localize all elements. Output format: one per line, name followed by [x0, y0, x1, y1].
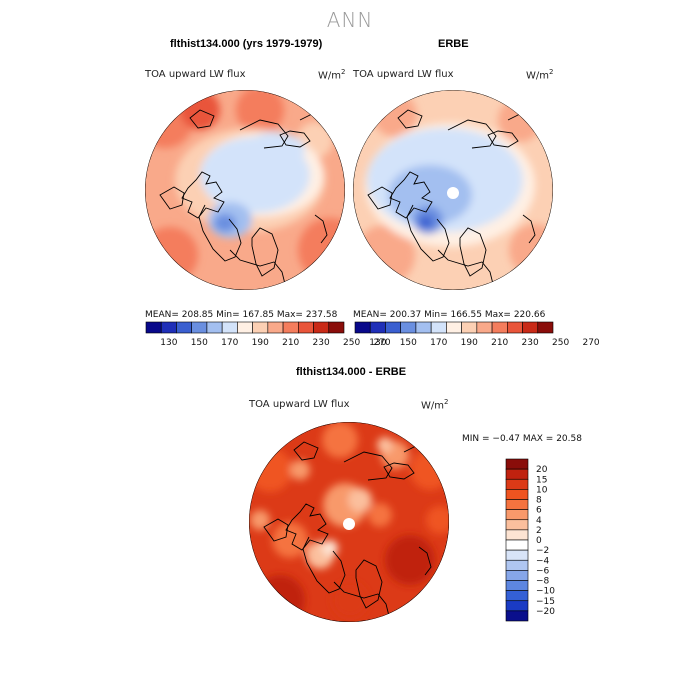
panel3-colorbar-tick-label: 2 — [536, 526, 542, 536]
panel1-colorbar-tick-label: 210 — [282, 338, 299, 348]
panel1-colorbar-tick-label: 230 — [313, 338, 330, 348]
panel3-colorbar-tick-label: −20 — [536, 607, 555, 617]
panel1-colorbar-swatch — [145, 321, 162, 334]
panel2-colorbar-swatch — [400, 321, 417, 334]
panel1-colorbar-tick-label: 270 — [373, 338, 390, 348]
panel2-title: ERBE — [438, 38, 469, 50]
panel1-colorbar-swatch — [160, 321, 177, 334]
panel2-colorbar-swatch — [507, 321, 523, 334]
panel2-colorbar-tick-label: 150 — [400, 338, 417, 348]
panel3-colorbar-tick-label: −6 — [536, 566, 550, 576]
panel3-colorbar-tick-label: −8 — [536, 577, 550, 587]
panel2-colorbar-tick-label: 210 — [491, 338, 508, 348]
panel2-colorbar-tick-label: 270 — [582, 338, 599, 348]
panel1-colorbar-swatch — [191, 321, 208, 334]
panel2-colorbar-tick-label: 250 — [552, 338, 569, 348]
panel3-colorbar-swatch — [505, 600, 529, 612]
panel1-units: W/m2 — [318, 68, 346, 82]
panel1-title: flthist134.000 (yrs 1979-1979) — [170, 38, 323, 50]
panel2-subtitle: TOA upward LW flux — [353, 69, 454, 80]
panel3-colorbar-tick-label: −15 — [536, 597, 555, 607]
panel3-colorbar-swatch — [505, 539, 529, 551]
panel3-colorbar-tick-label: 8 — [536, 496, 542, 506]
page-title: ANN — [326, 8, 374, 32]
panel2-colorbar-tick-label: 190 — [461, 338, 478, 348]
panel1-colorbar-swatch — [282, 321, 299, 334]
panel3-colorbar-tick-label: 10 — [536, 485, 548, 495]
panel3-colorbar-swatch — [505, 489, 529, 500]
panel3-colorbar-swatch — [505, 580, 529, 591]
panel3-colorbar-tick-label: 15 — [536, 475, 547, 485]
panel2-colorbar-swatch — [446, 321, 462, 334]
panel1-colorbar-swatch — [252, 321, 269, 334]
panel2-colorbar-tick-label: 130 — [369, 338, 386, 348]
panel1-colorbar-tick-label: 250 — [343, 338, 360, 348]
panel2-colorbar-swatch — [491, 321, 508, 334]
panel1-colorbar-swatch — [298, 321, 314, 334]
panel1-colorbar-swatch — [267, 321, 284, 334]
panel3-colorbar-swatch — [505, 549, 529, 561]
panel3-colorbar-tick-label: 0 — [536, 536, 542, 546]
panel3-colorbar-tick-label: −4 — [536, 556, 550, 566]
map2-polar-plot — [353, 90, 553, 290]
panel3-stats: MIN = −0.47 MAX = 20.58 — [462, 434, 582, 444]
panel2-colorbar-swatch — [430, 321, 447, 334]
panel2-colorbar-swatch — [476, 321, 493, 334]
panel2-colorbar-swatch — [415, 321, 432, 334]
panel3-colorbar-tick-label: −10 — [536, 587, 555, 597]
panel2-colorbar-tick-label: 170 — [430, 338, 447, 348]
panel3-colorbar-swatch — [505, 468, 529, 480]
panel1-subtitle: TOA upward LW flux — [145, 69, 246, 80]
panel3-units: W/m2 — [421, 398, 449, 412]
panel1-colorbar-swatch — [237, 321, 253, 334]
panel2-colorbar-tick-label: 230 — [522, 338, 539, 348]
panel1-colorbar-swatch — [313, 321, 330, 334]
panel3-colorbar-swatch — [505, 478, 529, 490]
panel2-stats: MEAN= 200.37 Min= 166.55 Max= 220.66 — [353, 310, 546, 320]
panel1-colorbar-swatch — [176, 321, 192, 334]
panel1-colorbar-tick-label: 170 — [221, 338, 238, 348]
panel3-colorbar-swatch — [505, 499, 529, 510]
panel3-colorbar-swatch — [505, 610, 529, 622]
panel3-colorbar-tick-label: 6 — [536, 506, 542, 516]
panel1-colorbar-swatch — [328, 321, 345, 334]
panel3-subtitle: TOA upward LW flux — [249, 399, 350, 410]
panel3-colorbar-swatch — [505, 458, 529, 470]
panel1-stats: MEAN= 208.85 Min= 167.85 Max= 237.58 — [145, 310, 338, 320]
panel1-colorbar-tick-label: 190 — [252, 338, 269, 348]
panel3-colorbar-swatch — [505, 519, 529, 531]
panel2-colorbar: 130 150 170 190 210 230 250 270 — [354, 321, 600, 348]
panel3-colorbar-tick-label: 4 — [536, 516, 542, 526]
panel3-title: flthist134.000 - ERBE — [296, 366, 407, 378]
panel2-colorbar-swatch — [385, 321, 401, 334]
panel3-colorbar-swatch — [505, 509, 529, 521]
panel3-colorbar-swatch — [505, 529, 529, 541]
panel2-colorbar-swatch — [522, 321, 539, 334]
panel3-colorbar-tick-label: −2 — [536, 546, 549, 556]
map1-coastlines — [159, 109, 337, 289]
panel1-colorbar-swatch — [206, 321, 223, 334]
panel2-units: W/m2 — [526, 68, 554, 82]
panel1-colorbar: 130 150 170 190 210 230 250 270 — [145, 321, 391, 348]
panel3-colorbar-tick-label: 20 — [536, 465, 548, 475]
panel3-colorbar-swatch — [505, 590, 529, 602]
map3-polar-plot — [249, 422, 449, 622]
panel2-colorbar-swatch — [369, 321, 386, 334]
panel2-colorbar-swatch — [461, 321, 478, 334]
panel1-colorbar-swatch — [221, 321, 238, 334]
panel3-colorbar-swatch — [505, 570, 529, 581]
panel2-colorbar-swatch — [354, 321, 371, 334]
panel1-colorbar-tick-label: 150 — [191, 338, 208, 348]
map2-pole-hole — [447, 187, 459, 199]
panel3-colorbar-swatch — [505, 559, 529, 571]
map1-polar-plot — [145, 90, 345, 290]
map3-pole-hole — [343, 518, 355, 530]
panel1-colorbar-tick-label: 130 — [160, 338, 177, 348]
panel2-colorbar-swatch — [537, 321, 554, 334]
